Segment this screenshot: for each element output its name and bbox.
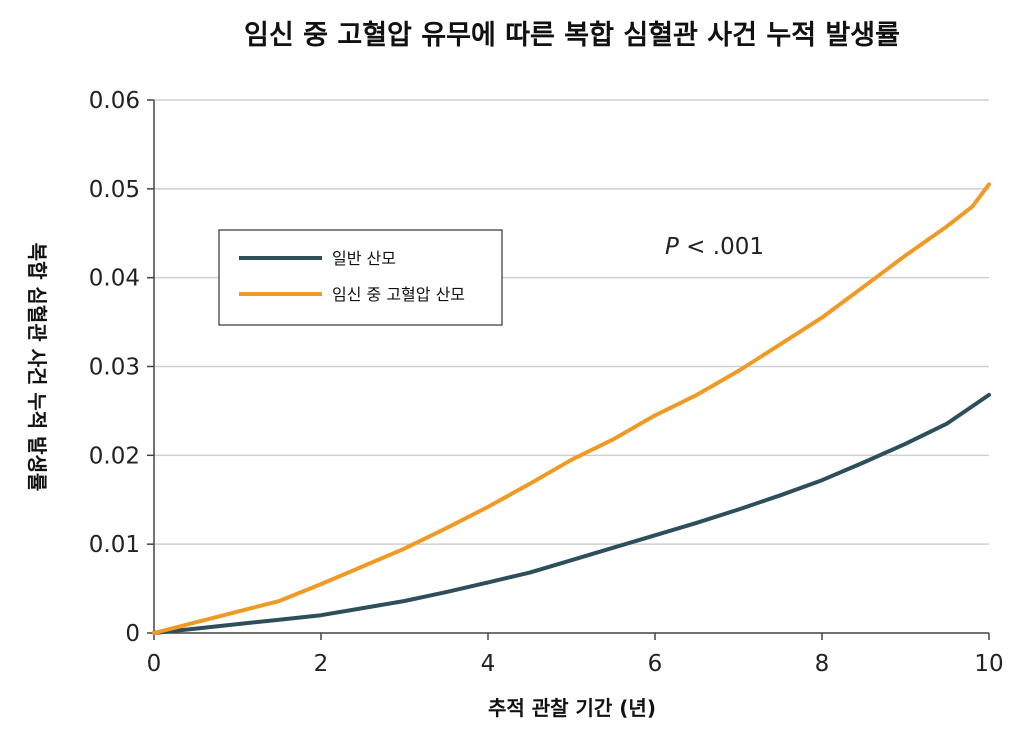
x-tick-label: 8	[815, 651, 830, 677]
x-tick-label: 4	[481, 651, 496, 677]
y-tick-label: 0.03	[89, 355, 140, 381]
y-tick-label: 0	[125, 621, 140, 647]
x-tick-label: 10	[974, 651, 1003, 677]
y-ticks: 0 0.01 0.02 0.03 0.04 0.05 0.06	[89, 88, 154, 647]
series-lines	[152, 182, 991, 635]
y-tick-label: 0.05	[89, 177, 140, 203]
series-line-hypertension	[152, 182, 991, 635]
x-ticks: 0 2 4 6 8 10	[147, 633, 1004, 677]
y-tick-label: 0.04	[89, 266, 140, 292]
x-axis-label: 추적 관찰 기간 (년)	[488, 696, 656, 720]
y-tick-label: 0.02	[89, 443, 140, 469]
series-line-general	[152, 392, 991, 635]
p-value-annotation: P < .001	[665, 234, 764, 260]
y-tick-label: 0.06	[89, 88, 140, 114]
legend-box	[218, 229, 503, 326]
chart-title: 임신 중 고혈압 유무에 따른 복합 심혈관 사건 누적 발생률	[244, 20, 900, 51]
legend: 일반 산모 임신 중 고혈압 산모	[218, 229, 503, 326]
y-axis-label: 복합 심혈관 사건 누적 발생률	[25, 243, 49, 492]
y-tick-label: 0.01	[89, 532, 140, 558]
legend-label-general: 일반 산모	[332, 249, 396, 268]
x-tick-label: 2	[314, 651, 329, 677]
x-tick-label: 6	[648, 651, 663, 677]
x-tick-label: 0	[147, 651, 162, 677]
legend-label-hypertension: 임신 중 고혈압 산모	[332, 285, 465, 304]
